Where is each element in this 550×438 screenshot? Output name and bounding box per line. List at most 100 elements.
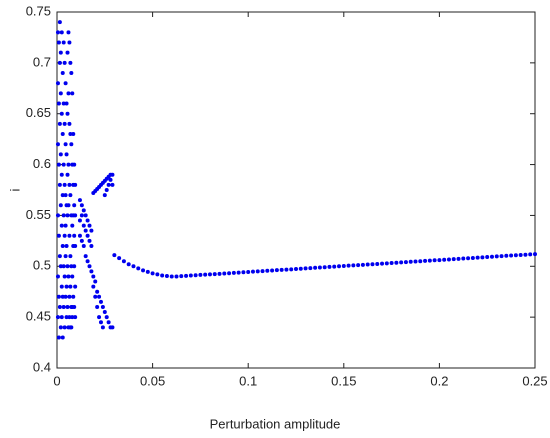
- point: [70, 315, 75, 320]
- point: [461, 256, 466, 261]
- point: [112, 253, 117, 258]
- point: [66, 30, 71, 35]
- point: [57, 254, 62, 259]
- point: [72, 233, 77, 238]
- point: [97, 294, 102, 299]
- point: [64, 284, 69, 289]
- point: [446, 257, 451, 262]
- point: [131, 264, 136, 269]
- point: [509, 253, 514, 258]
- point: [110, 172, 115, 177]
- point: [365, 262, 370, 267]
- x-tick-label: 0.15: [331, 373, 356, 388]
- point: [79, 203, 84, 208]
- point: [56, 101, 61, 106]
- point: [95, 304, 100, 309]
- point: [70, 223, 75, 228]
- point: [63, 254, 68, 259]
- point: [57, 60, 62, 65]
- point: [70, 91, 75, 96]
- point: [68, 254, 73, 259]
- point: [55, 30, 60, 35]
- point: [56, 233, 61, 238]
- point: [145, 269, 150, 274]
- point: [65, 172, 70, 177]
- point: [57, 304, 62, 309]
- point: [59, 315, 64, 320]
- point: [289, 267, 294, 272]
- point: [62, 274, 67, 279]
- y-tick-label: 0.4: [33, 359, 51, 374]
- point: [106, 320, 111, 325]
- point: [203, 272, 208, 277]
- point: [174, 274, 179, 279]
- point: [108, 177, 113, 182]
- point: [451, 257, 456, 262]
- point: [327, 264, 332, 269]
- point: [73, 284, 78, 289]
- point: [73, 315, 78, 320]
- point: [63, 193, 68, 198]
- point: [64, 315, 69, 320]
- point: [104, 315, 109, 320]
- point: [55, 142, 60, 147]
- point: [279, 267, 284, 272]
- point: [69, 264, 74, 269]
- point: [60, 335, 65, 340]
- point: [56, 162, 61, 167]
- point: [67, 294, 72, 299]
- point: [67, 233, 72, 238]
- y-tick-label: 0.6: [33, 156, 51, 171]
- point: [98, 299, 103, 304]
- point: [56, 40, 61, 45]
- point: [68, 193, 73, 198]
- point: [337, 264, 342, 269]
- point: [499, 254, 504, 259]
- y-tick-label: 0.7: [33, 54, 51, 69]
- point: [384, 261, 389, 266]
- point: [222, 271, 227, 276]
- point: [494, 254, 499, 259]
- point: [528, 252, 533, 257]
- point: [67, 40, 72, 45]
- point: [66, 91, 71, 96]
- point: [60, 71, 65, 76]
- point: [83, 228, 88, 233]
- point: [62, 60, 67, 65]
- point: [236, 270, 241, 275]
- point: [61, 264, 66, 269]
- point: [270, 268, 275, 273]
- plot-frame: [56, 11, 536, 369]
- point: [85, 233, 90, 238]
- point: [231, 270, 236, 275]
- point: [63, 223, 68, 228]
- point: [518, 252, 523, 257]
- point: [155, 272, 160, 277]
- point: [110, 182, 115, 187]
- point: [64, 243, 69, 248]
- point: [77, 233, 82, 238]
- point: [58, 325, 63, 330]
- point: [71, 294, 76, 299]
- point: [63, 142, 68, 147]
- point: [57, 121, 62, 126]
- point: [179, 274, 184, 279]
- point: [55, 315, 60, 320]
- point: [79, 213, 84, 218]
- point: [66, 274, 71, 279]
- point: [313, 265, 318, 270]
- point: [298, 266, 303, 271]
- point: [62, 182, 67, 187]
- point: [64, 101, 69, 106]
- point: [104, 188, 109, 192]
- point: [437, 258, 442, 263]
- x-tick-label: 0: [53, 373, 60, 388]
- point: [83, 254, 88, 259]
- point: [370, 262, 375, 267]
- point: [466, 256, 471, 261]
- point: [61, 101, 66, 106]
- point: [97, 315, 102, 320]
- point: [193, 273, 198, 278]
- y-tick-label: 0.55: [26, 207, 51, 222]
